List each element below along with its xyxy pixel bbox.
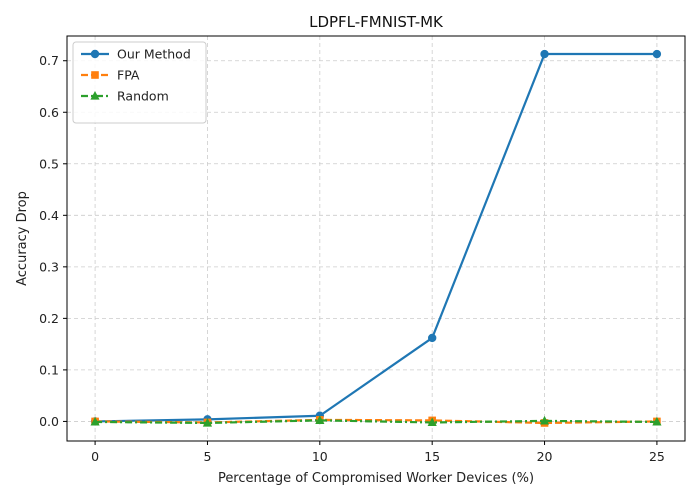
x-axis-label: Percentage of Compromised Worker Devices… (218, 471, 534, 486)
x-tick-label: 25 (649, 449, 665, 464)
data-point-our-method (652, 49, 662, 59)
x-tick-label: 20 (537, 449, 553, 464)
legend: Our Method FPA Random (72, 41, 207, 124)
x-tick-label: 5 (203, 449, 211, 464)
y-tick-label: 0.6 (39, 105, 59, 120)
series-layer (90, 49, 662, 427)
y-tick-label: 0.5 (39, 156, 59, 171)
series-line-our-method (95, 52, 657, 423)
chart-title: LDPFL-FMNIST-MK (309, 13, 444, 31)
legend-box (72, 41, 207, 124)
legend-marker-our-method (90, 49, 100, 59)
series-line-random (95, 419, 657, 425)
y-tick-label: 0.7 (39, 53, 59, 68)
data-point-random (315, 415, 325, 424)
data-point-our-method (540, 49, 549, 59)
y-axis: 0.0 0.1 0.2 0.3 0.4 0.5 0.6 0.7 (39, 53, 67, 429)
legend-label-random: Random (117, 89, 169, 104)
y-tick-label: 0.3 (39, 259, 59, 274)
legend-marker-fpa (91, 71, 99, 79)
y-tick-label: 0.4 (39, 208, 59, 223)
y-tick-label: 0.1 (39, 362, 59, 377)
x-tick-label: 0 (91, 449, 99, 464)
y-tick-label: 0.0 (39, 414, 59, 429)
x-tick-label: 15 (424, 449, 440, 464)
x-axis: 0 5 10 15 20 25 (91, 441, 665, 464)
x-tick-label: 10 (312, 449, 328, 464)
legend-marker-random (90, 91, 100, 100)
data-point-our-method (427, 333, 437, 343)
legend-label-fpa: FPA (117, 68, 140, 83)
y-tick-label: 0.2 (39, 311, 59, 326)
data-point-random (539, 415, 550, 425)
data-point-random (202, 417, 213, 427)
legend-label-our-method: Our Method (117, 47, 191, 62)
y-axis-label: Accuracy Drop (15, 191, 30, 286)
data-point-random (652, 416, 662, 426)
data-point-random (427, 417, 437, 427)
plot-frame (66, 35, 686, 442)
data-point-random (90, 416, 100, 426)
